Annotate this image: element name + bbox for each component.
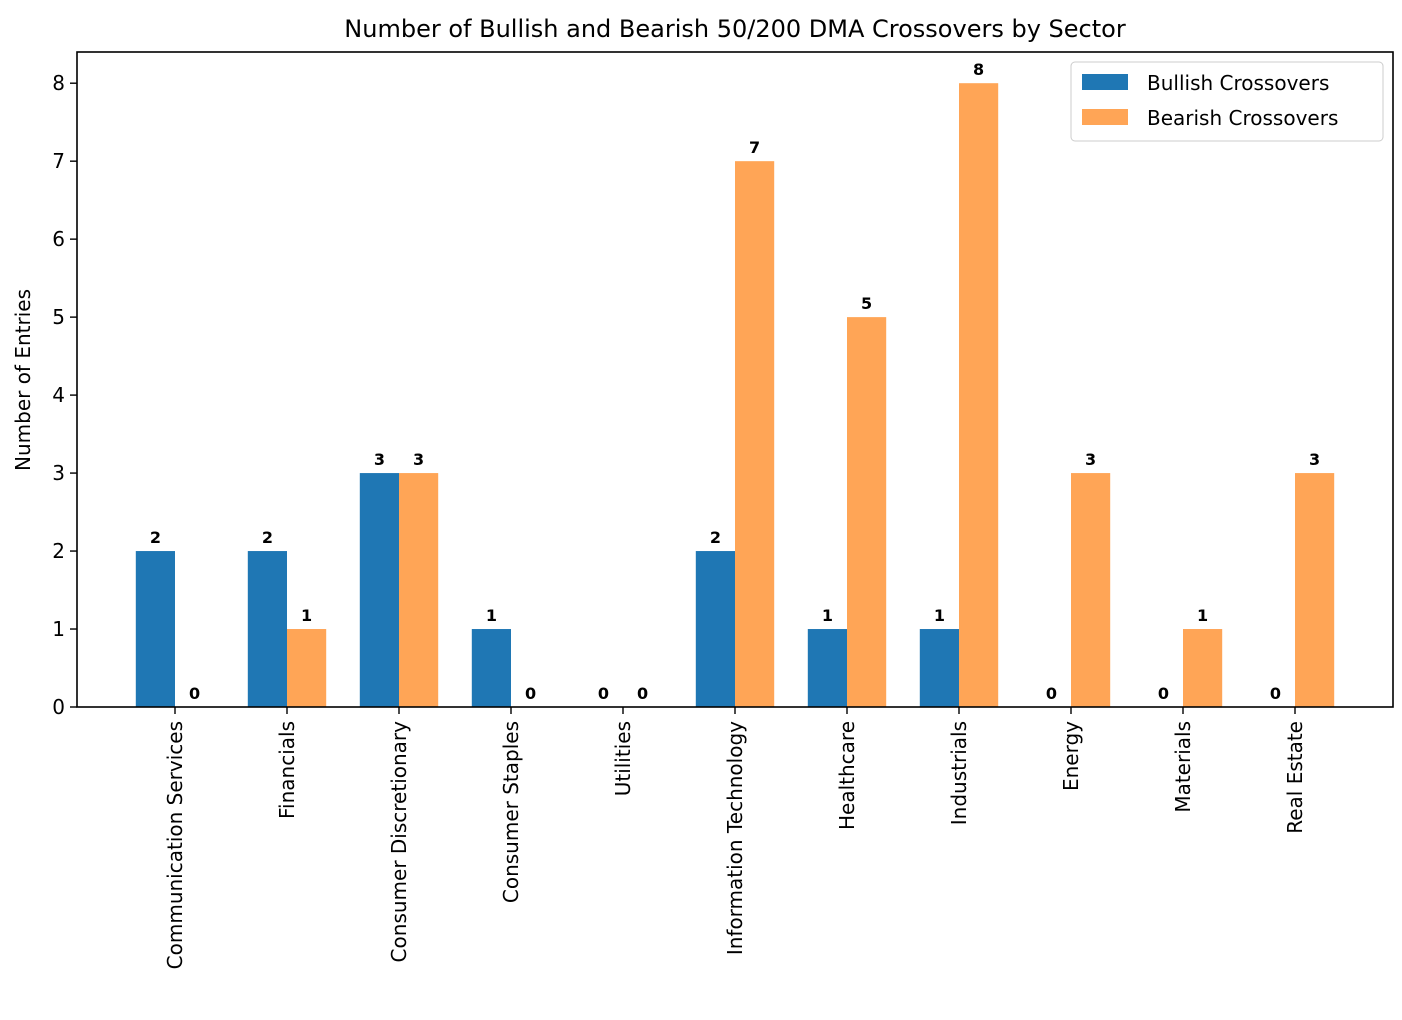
legend-swatch <box>1082 109 1128 125</box>
y-tick-label: 4 <box>52 383 65 407</box>
bar-bearish <box>399 473 439 707</box>
x-tick-label: Healthcare <box>835 721 859 830</box>
y-tick-label: 8 <box>52 71 65 95</box>
bar-bearish <box>735 161 775 707</box>
bar-bullish <box>919 629 959 707</box>
y-tick-label: 0 <box>52 695 65 719</box>
y-tick-label: 7 <box>52 149 65 173</box>
data-label: 3 <box>413 450 424 469</box>
data-label: 0 <box>1046 684 1057 703</box>
data-label: 0 <box>525 684 536 703</box>
legend: Bullish Crossovers Bearish Crossovers <box>1070 61 1384 142</box>
data-label: 3 <box>1309 450 1320 469</box>
data-label: 8 <box>973 60 984 79</box>
data-label: 3 <box>374 450 385 469</box>
data-label: 2 <box>150 528 161 547</box>
bar-bearish <box>959 83 999 707</box>
y-tick-label: 1 <box>52 617 65 641</box>
data-label: 0 <box>637 684 648 703</box>
data-label: 0 <box>189 684 200 703</box>
data-label: 0 <box>1158 684 1169 703</box>
bar-bullish <box>247 551 287 707</box>
legend-swatch <box>1082 74 1128 90</box>
data-label: 2 <box>710 528 721 547</box>
bar-bullish <box>807 629 847 707</box>
data-label: 0 <box>598 684 609 703</box>
bar-bullish <box>471 629 511 707</box>
bar-bearish <box>287 629 327 707</box>
y-tick-label: 5 <box>52 305 65 329</box>
data-label: 1 <box>1197 606 1208 625</box>
y-axis-label: Number of Entries <box>11 289 35 471</box>
data-label: 1 <box>486 606 497 625</box>
bar-bearish <box>847 317 887 707</box>
data-label: 0 <box>1270 684 1281 703</box>
x-tick-label: Consumer Discretionary <box>387 721 411 963</box>
legend-label: Bearish Crossovers <box>1147 106 1338 130</box>
x-tick-label: Communication Services <box>163 721 187 969</box>
data-label: 5 <box>861 294 872 313</box>
y-tick-label: 2 <box>52 539 65 563</box>
data-label: 3 <box>1085 450 1096 469</box>
bar-bullish <box>135 551 175 707</box>
axes-frame <box>76 51 1394 708</box>
y-tick-label: 6 <box>52 227 65 251</box>
x-tick-label: Consumer Staples <box>499 721 523 903</box>
bar-bearish <box>1183 629 1223 707</box>
bar-bearish <box>1295 473 1335 707</box>
x-tick-label: Financials <box>275 721 299 819</box>
y-tick-label: 3 <box>52 461 65 485</box>
legend-box <box>1070 61 1384 142</box>
bar-bearish <box>1071 473 1111 707</box>
bar-bullish <box>695 551 735 707</box>
x-tick-label: Industrials <box>947 721 971 825</box>
legend-label: Bullish Crossovers <box>1147 71 1329 95</box>
data-label: 2 <box>262 528 273 547</box>
x-tick-label: Information Technology <box>723 721 747 955</box>
data-label: 1 <box>301 606 312 625</box>
x-tick-label: Utilities <box>611 721 635 796</box>
bar-bullish <box>359 473 399 707</box>
chart-title: Number of Bullish and Bearish 50/200 DMA… <box>344 15 1126 43</box>
x-tick-label: Real Estate <box>1283 721 1307 834</box>
data-label: 1 <box>822 606 833 625</box>
x-tick-label: Materials <box>1171 721 1195 813</box>
data-label: 7 <box>749 138 760 157</box>
x-tick-label: Energy <box>1059 721 1083 791</box>
data-label: 1 <box>934 606 945 625</box>
